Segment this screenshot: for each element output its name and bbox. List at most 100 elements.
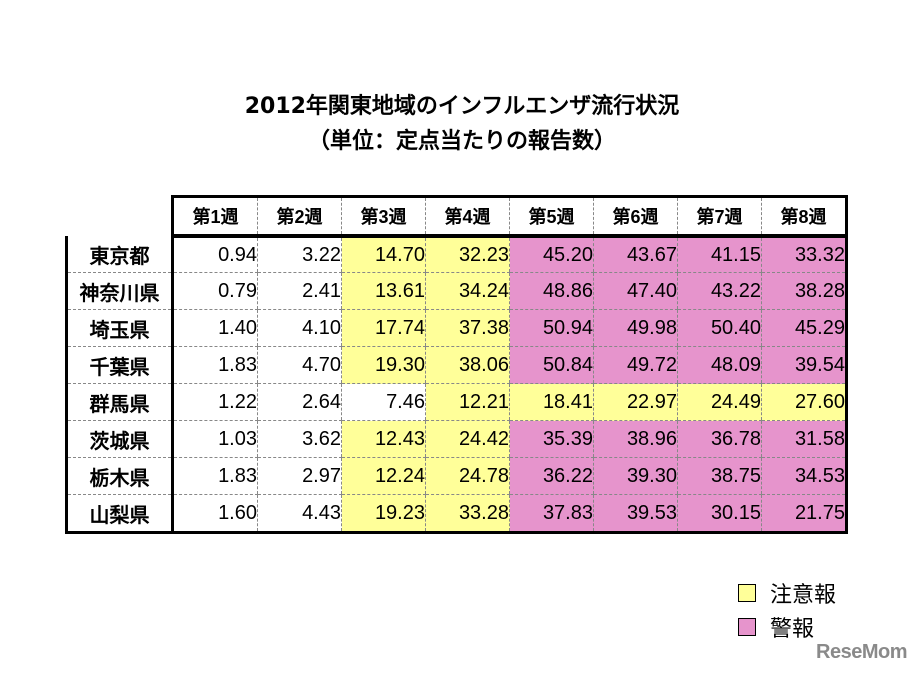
value-cell: 12.21 bbox=[425, 383, 510, 421]
value-cell: 38.75 bbox=[677, 457, 762, 495]
value-cell: 36.78 bbox=[677, 420, 762, 458]
value-cell: 0.94 bbox=[172, 236, 258, 273]
value-cell: 13.61 bbox=[341, 272, 426, 310]
value-cell: 24.42 bbox=[425, 420, 510, 458]
value-cell: 30.15 bbox=[677, 494, 762, 534]
prefecture-label: 東京都 bbox=[65, 236, 174, 273]
column-header: 第5週 bbox=[509, 195, 594, 238]
value-cell: 39.30 bbox=[593, 457, 678, 495]
value-cell: 48.09 bbox=[677, 346, 762, 384]
column-header: 第7週 bbox=[677, 195, 762, 238]
value-cell: 19.30 bbox=[341, 346, 426, 384]
value-cell: 33.28 bbox=[425, 494, 510, 534]
prefecture-label: 山梨県 bbox=[65, 494, 174, 534]
value-cell: 39.53 bbox=[593, 494, 678, 534]
table-row: 千葉県 1.83 4.70 19.30 38.06 50.84 49.72 48.09 39.5… bbox=[65, 346, 848, 384]
legend-label-caution: 注意報 bbox=[770, 583, 837, 608]
value-cell: 17.74 bbox=[341, 309, 426, 347]
value-cell: 37.83 bbox=[509, 494, 594, 534]
value-cell: 4.70 bbox=[257, 346, 342, 384]
value-cell: 45.29 bbox=[761, 309, 848, 347]
influenza-table: 第1週 第2週 第3週 第4週 第5週 第6週 第7週 第8週 東京都 0.94 3.22 14.7… bbox=[65, 195, 848, 534]
value-cell: 36.22 bbox=[509, 457, 594, 495]
column-header: 第4週 bbox=[425, 195, 510, 238]
legend-label-warning: 警報 bbox=[770, 617, 815, 642]
caution-swatch-icon bbox=[738, 584, 756, 602]
value-cell: 12.43 bbox=[341, 420, 426, 458]
chart-title: 2012年関東地域のインフルエンザ流行状況 bbox=[244, 94, 680, 119]
value-cell: 1.60 bbox=[172, 494, 258, 534]
value-cell: 50.84 bbox=[509, 346, 594, 384]
value-cell: 22.97 bbox=[593, 383, 678, 421]
prefecture-label: 千葉県 bbox=[65, 346, 174, 384]
value-cell: 50.40 bbox=[677, 309, 762, 347]
table-row: 神奈川県 0.79 2.41 13.61 34.24 48.86 47.40 43.22 38.… bbox=[65, 272, 848, 310]
table-row: 埼玉県 1.40 4.10 17.74 37.38 50.94 49.98 50.40 45.2… bbox=[65, 309, 848, 347]
value-cell: 18.41 bbox=[509, 383, 594, 421]
prefecture-label: 栃木県 bbox=[65, 457, 174, 495]
column-header: 第2週 bbox=[257, 195, 342, 238]
value-cell: 1.83 bbox=[172, 346, 258, 384]
value-cell: 34.24 bbox=[425, 272, 510, 310]
value-cell: 32.23 bbox=[425, 236, 510, 273]
value-cell: 7.46 bbox=[341, 383, 426, 421]
column-header: 第1週 bbox=[171, 195, 258, 238]
value-cell: 37.38 bbox=[425, 309, 510, 347]
value-cell: 31.58 bbox=[761, 420, 848, 458]
value-cell: 19.23 bbox=[341, 494, 426, 534]
prefecture-label: 埼玉県 bbox=[65, 309, 174, 347]
value-cell: 4.43 bbox=[257, 494, 342, 534]
value-cell: 49.98 bbox=[593, 309, 678, 347]
value-cell: 4.10 bbox=[257, 309, 342, 347]
value-cell: 35.39 bbox=[509, 420, 594, 458]
column-header: 第3週 bbox=[341, 195, 426, 238]
value-cell: 48.86 bbox=[509, 272, 594, 310]
legend-warning: 警報 bbox=[738, 611, 814, 643]
value-cell: 49.72 bbox=[593, 346, 678, 384]
value-cell: 1.22 bbox=[172, 383, 258, 421]
value-cell: 2.41 bbox=[257, 272, 342, 310]
value-cell: 43.22 bbox=[677, 272, 762, 310]
value-cell: 1.83 bbox=[172, 457, 258, 495]
value-cell: 38.96 bbox=[593, 420, 678, 458]
value-cell: 2.97 bbox=[257, 457, 342, 495]
value-cell: 41.15 bbox=[677, 236, 762, 273]
table-row: 栃木県 1.83 2.97 12.24 24.78 36.22 39.30 38.75 34.5… bbox=[65, 457, 848, 495]
header-row: 第1週 第2週 第3週 第4週 第5週 第6週 第7週 第8週 bbox=[66, 195, 848, 238]
column-header: 第8週 bbox=[761, 195, 848, 238]
value-cell: 1.03 bbox=[172, 420, 258, 458]
table-row: 東京都 0.94 3.22 14.70 32.23 45.20 43.67 41.15 33.3… bbox=[65, 236, 848, 273]
value-cell: 47.40 bbox=[593, 272, 678, 310]
table-row: 茨城県 1.03 3.62 12.43 24.42 35.39 38.96 36.78 31.5… bbox=[65, 420, 848, 458]
value-cell: 24.78 bbox=[425, 457, 510, 495]
value-cell: 1.40 bbox=[172, 309, 258, 347]
value-cell: 2.64 bbox=[257, 383, 342, 421]
table-row: 群馬県 1.22 2.64 7.46 12.21 18.41 22.97 24.49 27.60 bbox=[65, 383, 848, 421]
corner-cell bbox=[66, 196, 173, 236]
prefecture-label: 茨城県 bbox=[65, 420, 174, 458]
value-cell: 27.60 bbox=[761, 383, 848, 421]
value-cell: 21.75 bbox=[761, 494, 848, 534]
value-cell: 43.67 bbox=[593, 236, 678, 273]
value-cell: 50.94 bbox=[509, 309, 594, 347]
table-row: 山梨県 1.60 4.43 19.23 33.28 37.83 39.53 30.15 21.7… bbox=[65, 494, 848, 534]
value-cell: 33.32 bbox=[761, 236, 848, 273]
value-cell: 24.49 bbox=[677, 383, 762, 421]
value-cell: 0.79 bbox=[172, 272, 258, 310]
value-cell: 14.70 bbox=[341, 236, 426, 273]
legend-caution: 注意報 bbox=[738, 577, 836, 609]
prefecture-label: 神奈川県 bbox=[65, 272, 174, 310]
warning-swatch-icon bbox=[738, 618, 756, 636]
value-cell: 12.24 bbox=[341, 457, 426, 495]
chart-subtitle: （単位：定点当たりの報告数） bbox=[307, 129, 616, 154]
value-cell: 45.20 bbox=[509, 236, 594, 273]
value-cell: 3.62 bbox=[257, 420, 342, 458]
prefecture-label: 群馬県 bbox=[65, 383, 174, 421]
value-cell: 38.06 bbox=[425, 346, 510, 384]
value-cell: 3.22 bbox=[257, 236, 342, 273]
watermark-logo: ReseMom bbox=[816, 641, 907, 663]
column-header: 第6週 bbox=[593, 195, 678, 238]
value-cell: 38.28 bbox=[761, 272, 848, 310]
value-cell: 34.53 bbox=[761, 457, 848, 495]
value-cell: 39.54 bbox=[761, 346, 848, 384]
